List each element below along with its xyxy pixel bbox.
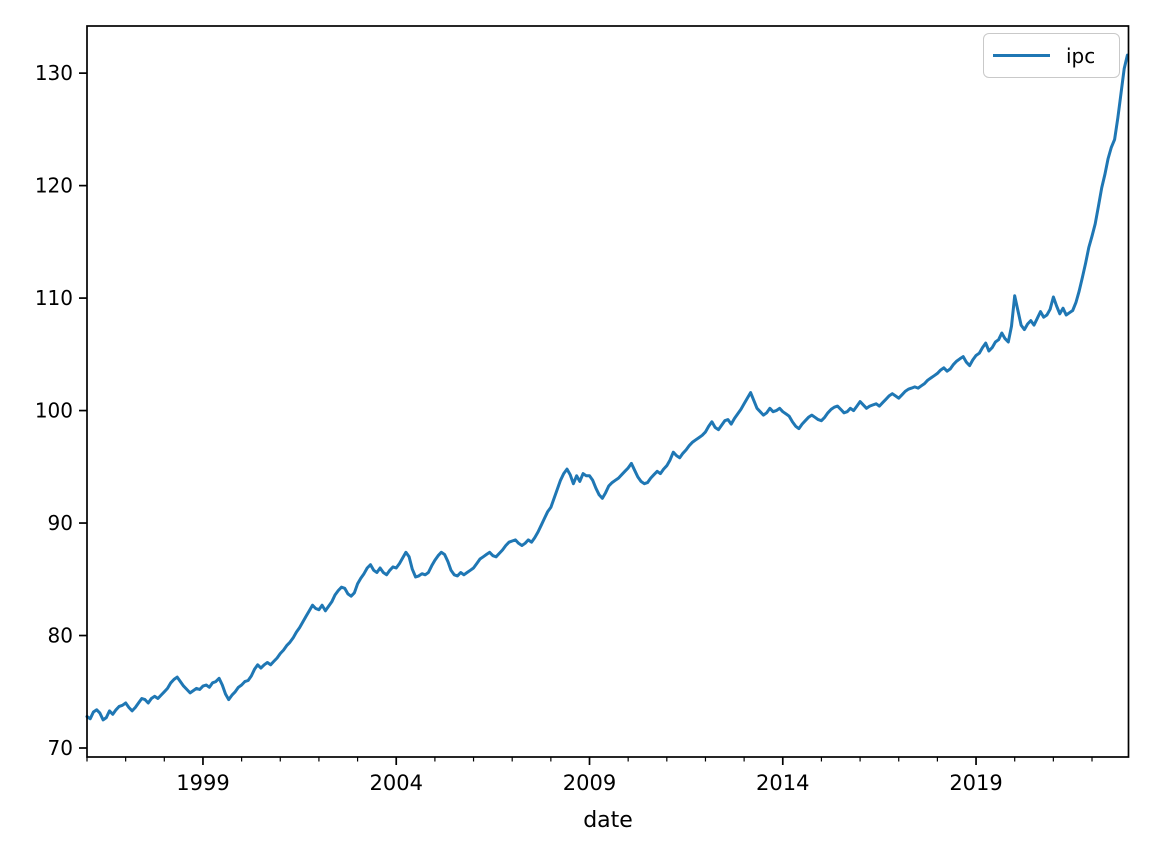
x-tick-label: 1999 [176, 771, 229, 795]
y-tick-label: 120 [35, 174, 73, 198]
x-tick-label: 2009 [563, 771, 616, 795]
x-tick-label: 2014 [756, 771, 809, 795]
legend: ipc [983, 33, 1120, 78]
y-tick-label: 110 [35, 286, 73, 310]
y-tick-label: 70 [48, 736, 73, 760]
series-line-ipc [85, 53, 1129, 722]
x-tick-label: 2019 [949, 771, 1002, 795]
y-tick-label: 100 [35, 399, 73, 423]
legend-line-swatch [993, 53, 1050, 58]
x-tick-label: 2004 [370, 771, 423, 795]
legend-label: ipc [1066, 43, 1096, 68]
plot-border [86, 25, 1130, 758]
y-tick-label: 80 [48, 624, 73, 648]
y-tick-label: 130 [35, 61, 73, 85]
x-axis-label: date [583, 808, 633, 833]
y-tick-label: 90 [48, 511, 73, 535]
